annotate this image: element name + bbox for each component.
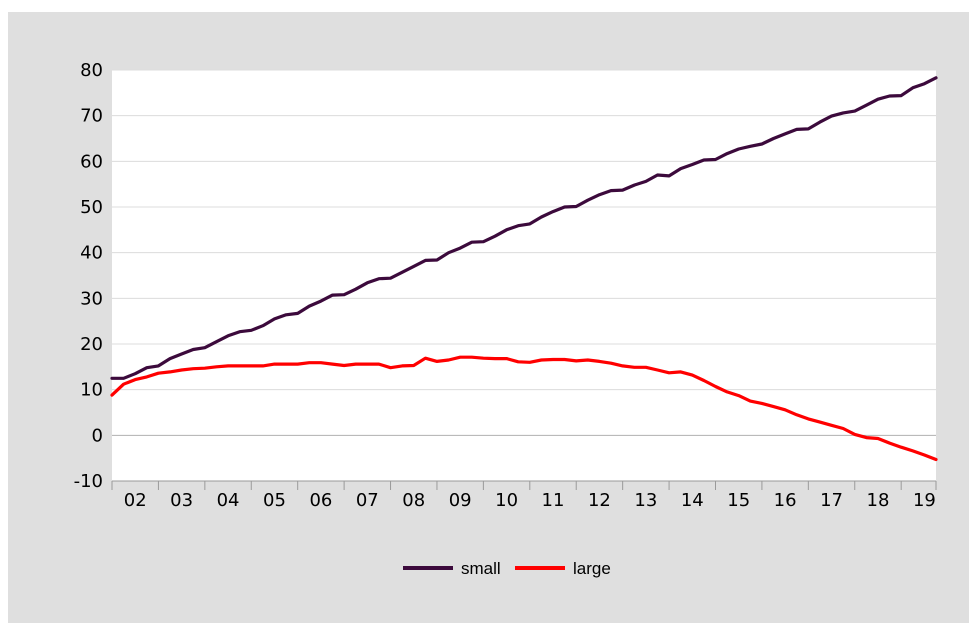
y-tick-label: 60 bbox=[80, 151, 103, 172]
y-tick-label: 10 bbox=[80, 380, 103, 401]
x-tick-label: 15 bbox=[727, 490, 750, 511]
y-tick-label: 20 bbox=[80, 334, 103, 355]
x-tick-label: 19 bbox=[913, 490, 936, 511]
series-line-large bbox=[110, 355, 938, 462]
line-chart: -10 0 10 20 30 40 50 60 70 80 02 03 04 05 06 07 08 09 10 1… bbox=[74, 60, 938, 578]
legend: small large bbox=[403, 559, 611, 578]
y-tick-label: 0 bbox=[92, 425, 103, 446]
legend-label-small: small bbox=[461, 559, 501, 578]
x-tick-label: 16 bbox=[774, 490, 797, 511]
y-tick-label: 50 bbox=[80, 197, 103, 218]
x-tick-label: 07 bbox=[356, 490, 379, 511]
x-tick-label: 04 bbox=[217, 490, 240, 511]
x-tick-label: 14 bbox=[681, 490, 704, 511]
y-tick-label: -10 bbox=[74, 471, 103, 492]
x-tick-label: 06 bbox=[309, 490, 332, 511]
y-axis-ticks: -10 0 10 20 30 40 50 60 70 80 bbox=[74, 60, 103, 492]
x-tick-label: 10 bbox=[495, 490, 518, 511]
y-tick-label: 80 bbox=[80, 60, 103, 81]
x-tick-label: 05 bbox=[263, 490, 286, 511]
x-tick-label: 12 bbox=[588, 490, 611, 511]
x-tick-label: 08 bbox=[402, 490, 425, 511]
x-tick-label: 18 bbox=[867, 490, 890, 511]
x-axis-ticks: 02 03 04 05 06 07 08 09 10 11 12 13 14 15 16 17 18 19 bbox=[124, 490, 936, 511]
x-tick-label: 02 bbox=[124, 490, 147, 511]
x-tick-label: 03 bbox=[170, 490, 193, 511]
y-tick-label: 30 bbox=[80, 288, 103, 309]
axes bbox=[111, 434, 937, 490]
y-tick-label: 40 bbox=[80, 243, 103, 264]
x-tick-label: 11 bbox=[542, 490, 565, 511]
plot-area bbox=[112, 70, 936, 481]
series-line-small bbox=[110, 76, 938, 380]
x-tick-label: 09 bbox=[449, 490, 472, 511]
series-lines bbox=[110, 76, 938, 462]
legend-label-large: large bbox=[573, 559, 611, 578]
x-tick-label: 13 bbox=[634, 490, 657, 511]
y-tick-label: 70 bbox=[80, 106, 103, 127]
chart-panel: -10 0 10 20 30 40 50 60 70 80 02 03 04 05 06 07 08 09 10 1… bbox=[8, 12, 969, 623]
x-tick-label: 17 bbox=[820, 490, 843, 511]
